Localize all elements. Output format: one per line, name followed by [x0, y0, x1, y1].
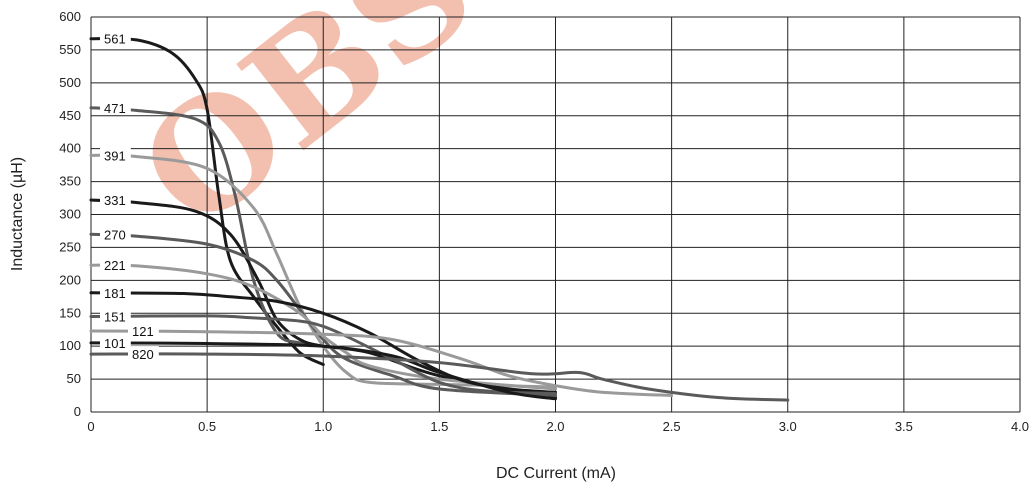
- series-line-270: [89, 232, 557, 397]
- series-label-121: 121: [132, 324, 154, 339]
- series-label-820: 820: [132, 347, 154, 362]
- y-tick-label: 400: [59, 141, 81, 156]
- x-tick-label: 0: [87, 419, 94, 434]
- series-line-471: [89, 106, 325, 348]
- y-tick-label: 300: [59, 207, 81, 222]
- x-tick-label: 3.0: [779, 419, 797, 434]
- series-label-221: 221: [104, 258, 126, 273]
- y-tick-label: 0: [74, 404, 81, 419]
- series-label-561: 561: [104, 32, 126, 47]
- x-tick-label: 1.5: [430, 419, 448, 434]
- series-line-221: [89, 263, 557, 391]
- y-tick-label: 600: [59, 9, 81, 24]
- series-label-bg-151: [100, 308, 131, 324]
- y-tick-label: 500: [59, 75, 81, 90]
- x-tick-label: 1.0: [314, 419, 332, 434]
- series-label-bg-471: [100, 99, 131, 115]
- series-label-bg-181: [100, 284, 131, 300]
- series-labels: 561 471 391 331 270 221 181 151 121 101 820: [100, 30, 159, 362]
- series-lines: [89, 37, 790, 402]
- series-label-270: 270: [104, 227, 126, 242]
- x-tick-label: 4.0: [1011, 419, 1029, 434]
- series-line-820: [89, 352, 790, 402]
- y-axis-title: Inductance (µH): [9, 157, 26, 271]
- y-tick-label: 50: [67, 371, 81, 386]
- y-tick-label: 150: [59, 305, 81, 320]
- y-tick-label: 200: [59, 272, 81, 287]
- series-line-101: [89, 341, 557, 401]
- series-label-bg-820: [128, 346, 159, 362]
- series-label-181: 181: [104, 286, 126, 301]
- x-tick-label: 3.5: [895, 419, 913, 434]
- tick-labels: 0 50 100 150 200 250 300 350 400 450 500 550 600 0 0.5…: [59, 9, 1029, 434]
- series-label-471: 471: [104, 101, 126, 116]
- y-tick-label: 450: [59, 108, 81, 123]
- obsolete-watermark: OBSOLETE: [109, 0, 960, 263]
- series-label-bg-270: [100, 226, 131, 242]
- y-tick-label: 550: [59, 42, 81, 57]
- series-label-bg-331: [100, 192, 131, 208]
- series-line-151: [89, 314, 557, 396]
- series-label-101: 101: [104, 336, 126, 351]
- series-label-bg-101: [100, 334, 131, 350]
- x-tick-label: 2.0: [546, 419, 564, 434]
- series-label-391: 391: [104, 148, 126, 163]
- series-line-121: [89, 329, 674, 397]
- series-label-331: 331: [104, 193, 126, 208]
- y-tick-label: 100: [59, 338, 81, 353]
- watermark-text: OBSOLETE: [109, 0, 960, 263]
- x-tick-label: 2.5: [663, 419, 681, 434]
- series-label-bg-121: [128, 323, 159, 339]
- y-tick-label: 350: [59, 174, 81, 189]
- series-label-bg-221: [100, 257, 131, 273]
- series-label-bg-391: [100, 147, 131, 163]
- series-label-bg-561: [100, 30, 131, 46]
- series-label-151: 151: [104, 310, 126, 325]
- x-axis-title: DC Current (mA): [496, 465, 616, 482]
- x-tick-label: 0.5: [198, 419, 216, 434]
- y-tick-label: 250: [59, 239, 81, 254]
